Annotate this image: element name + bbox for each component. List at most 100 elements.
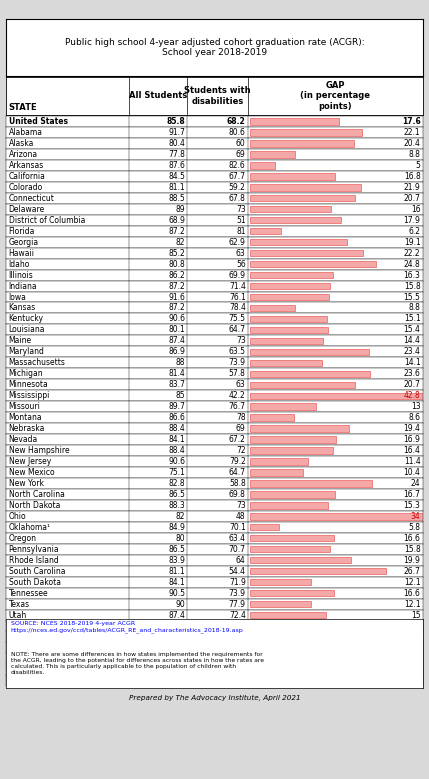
Text: 20.7: 20.7 — [404, 194, 420, 203]
Text: 81.1: 81.1 — [169, 643, 185, 653]
Text: 87.2: 87.2 — [169, 227, 185, 236]
Text: 64.7: 64.7 — [229, 468, 246, 477]
Text: Idaho: Idaho — [9, 259, 30, 269]
Text: 24.8: 24.8 — [404, 259, 420, 269]
Text: Utah: Utah — [9, 611, 27, 619]
Text: 20.7: 20.7 — [404, 380, 420, 390]
Bar — [250, 151, 295, 157]
Text: Florida: Florida — [9, 227, 35, 236]
Bar — [250, 557, 351, 563]
Text: Virginia: Virginia — [9, 633, 38, 641]
Text: Wisconsin: Wisconsin — [9, 665, 47, 675]
Text: 69: 69 — [236, 424, 246, 433]
Text: Delaware: Delaware — [9, 205, 45, 213]
Text: 73: 73 — [236, 501, 246, 510]
Bar — [250, 173, 335, 180]
Bar — [250, 678, 393, 684]
Text: 85.8: 85.8 — [166, 117, 185, 126]
Text: 62.9: 62.9 — [229, 238, 246, 247]
Bar — [250, 546, 330, 552]
Text: 17.9: 17.9 — [404, 216, 420, 225]
Text: 90: 90 — [175, 600, 185, 608]
Text: 15.8: 15.8 — [404, 545, 420, 554]
Text: 81.1: 81.1 — [169, 183, 185, 192]
Text: 69.8: 69.8 — [229, 490, 246, 499]
Text: New Hampshire: New Hampshire — [9, 446, 69, 455]
Text: 17.6: 17.6 — [402, 117, 420, 126]
Text: 67.2: 67.2 — [229, 435, 246, 444]
Bar — [250, 634, 377, 640]
Text: 48: 48 — [236, 512, 246, 521]
Text: 80.1: 80.1 — [169, 326, 185, 334]
Text: 71: 71 — [236, 622, 246, 630]
Text: 81.4: 81.4 — [169, 369, 185, 379]
Text: 84.5: 84.5 — [169, 172, 185, 181]
Text: New Jersey: New Jersey — [9, 457, 51, 466]
Text: Oklahoma¹: Oklahoma¹ — [9, 523, 51, 532]
Text: 16.8: 16.8 — [404, 172, 420, 181]
Text: 78.7: 78.7 — [229, 654, 246, 664]
Text: 22.1: 22.1 — [404, 128, 420, 137]
Bar — [250, 404, 316, 410]
Text: Maine: Maine — [9, 337, 32, 345]
Bar — [250, 414, 293, 421]
Bar — [250, 579, 311, 585]
Bar — [250, 492, 335, 498]
Bar — [250, 393, 429, 399]
Text: 64: 64 — [236, 555, 246, 565]
Bar — [250, 162, 275, 168]
Bar — [250, 239, 347, 245]
Text: 11.4: 11.4 — [404, 457, 420, 466]
Text: Oregon: Oregon — [9, 534, 36, 543]
Text: Kansas: Kansas — [9, 304, 36, 312]
Text: 54.4: 54.4 — [229, 566, 246, 576]
Text: Georgia: Georgia — [9, 238, 39, 247]
Text: 15.8: 15.8 — [404, 281, 420, 291]
Text: 18.9: 18.9 — [404, 643, 420, 653]
Text: 73: 73 — [236, 337, 246, 345]
Text: 63: 63 — [236, 380, 246, 390]
Text: New Mexico: New Mexico — [9, 468, 54, 477]
Text: Ohio: Ohio — [9, 512, 26, 521]
Text: 69.9: 69.9 — [229, 270, 246, 280]
Text: 88.4: 88.4 — [169, 446, 185, 455]
Text: 86.9: 86.9 — [169, 347, 185, 356]
Text: 14.4: 14.4 — [404, 337, 420, 345]
Text: Indiana: Indiana — [9, 281, 37, 291]
Bar — [250, 305, 295, 311]
Text: 89.7: 89.7 — [169, 402, 185, 411]
Bar — [250, 118, 339, 125]
Text: South Carolina: South Carolina — [9, 566, 65, 576]
Text: Tennessee: Tennessee — [9, 589, 48, 597]
Bar — [250, 612, 326, 619]
Text: Students with
disabilities: Students with disabilities — [184, 86, 251, 105]
Text: 87.5: 87.5 — [169, 633, 185, 641]
Text: 24: 24 — [411, 479, 420, 488]
Text: Nevada: Nevada — [9, 435, 38, 444]
Text: Alaska: Alaska — [9, 139, 34, 148]
Bar — [250, 447, 333, 453]
Text: 62.5: 62.5 — [229, 633, 246, 641]
Text: 72: 72 — [236, 446, 246, 455]
Text: 72.4: 72.4 — [229, 611, 246, 619]
Text: Michigan: Michigan — [9, 369, 43, 379]
Text: 10.4: 10.4 — [404, 468, 420, 477]
Text: Vermont: Vermont — [9, 622, 41, 630]
Text: 20.3: 20.3 — [404, 665, 420, 675]
Text: 86.5: 86.5 — [169, 490, 185, 499]
Text: 60: 60 — [236, 139, 246, 148]
Text: 72.1: 72.1 — [169, 676, 185, 686]
Text: 68.9: 68.9 — [169, 216, 185, 225]
Bar — [250, 622, 318, 629]
Text: 63.5: 63.5 — [229, 347, 246, 356]
Text: 73.9: 73.9 — [229, 358, 246, 368]
Text: 8.8: 8.8 — [408, 150, 420, 159]
Text: North Carolina: North Carolina — [9, 490, 64, 499]
Text: 84.1: 84.1 — [169, 577, 185, 587]
Text: Washington: Washington — [9, 643, 54, 653]
Text: 78: 78 — [236, 413, 246, 422]
Text: 75.1: 75.1 — [169, 468, 185, 477]
Text: All Students: All Students — [129, 91, 187, 100]
Text: Minnesota: Minnesota — [9, 380, 48, 390]
Text: 12.6: 12.6 — [404, 654, 420, 664]
